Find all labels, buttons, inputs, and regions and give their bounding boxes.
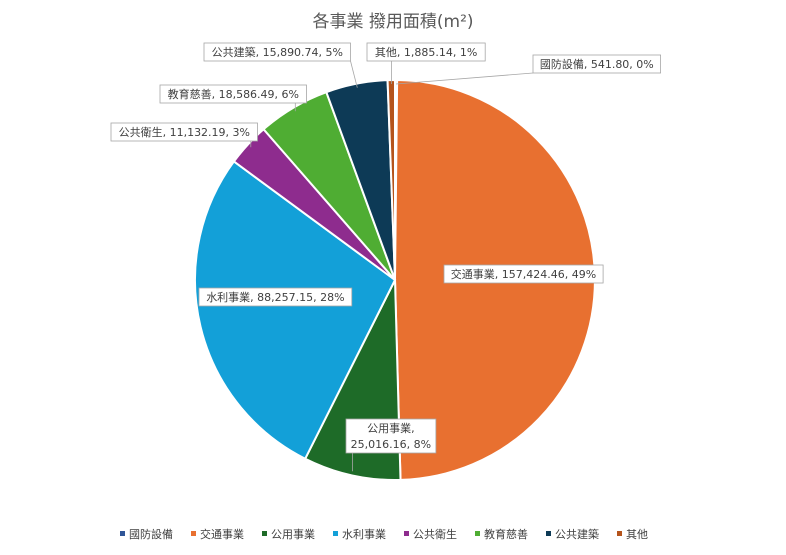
data-label-box-3 — [345, 418, 437, 454]
legend-label-8: 其他 — [626, 528, 648, 541]
legend-label-3: 公用事業 — [271, 528, 315, 541]
data-label-box-6 — [159, 84, 307, 104]
legend-swatch-1 — [120, 531, 125, 536]
legend-swatch-6 — [475, 531, 480, 536]
data-labels: 國防設備, 541.80, 0% 交通事業, 157,424.46, 49% 公用事… — [110, 42, 661, 472]
data-label-box-5 — [110, 122, 258, 142]
legend-label-5: 公共衛生 — [413, 527, 457, 541]
data-label-box-7 — [203, 42, 351, 62]
legend-label-7: 公共建築 — [555, 527, 599, 541]
data-label-2: 交通事業, 157,424.46, 49% — [451, 267, 596, 281]
legend-swatch-5 — [404, 531, 409, 536]
legend-label-4: 水利事業 — [342, 528, 386, 541]
data-label-8: 其他, 1,885.14, 1% — [375, 46, 477, 59]
legend-swatch-7 — [546, 531, 551, 536]
data-label-1: 國防設備, 541.80, 0% — [540, 57, 654, 71]
data-label-3-line2: 25,016.16, 8% — [351, 438, 431, 451]
legend-label-2: 交通事業 — [200, 527, 244, 541]
legend-label-1: 國防設備 — [129, 527, 173, 541]
legend-swatch-3 — [262, 531, 267, 536]
legend-swatch-2 — [191, 531, 196, 536]
legend-swatch-4 — [333, 531, 338, 536]
data-label-box-2 — [443, 264, 604, 284]
legend-label-6: 教育慈善 — [484, 527, 528, 541]
pie-slice-4 — [193, 160, 397, 461]
data-label-3: 公用事業, — [367, 422, 415, 435]
leader-line-1 — [395, 72, 534, 85]
data-label-box-4 — [198, 287, 353, 307]
data-label-4: 水利事業, 88,257.15, 28% — [206, 291, 344, 304]
data-label-6: 教育慈善, 18,586.49, 6% — [168, 87, 299, 101]
legend: 國防設備 交通事業 公用事業 水利事業 公共衛生 教育慈善 公共建築 其他 — [120, 527, 648, 541]
data-label-7: 公共建築, 15,890.74, 5% — [212, 45, 343, 59]
data-label-box-8 — [366, 42, 486, 62]
chart-title: 各事業 撥用面積(m²) — [312, 12, 473, 32]
legend-swatch-8 — [617, 531, 622, 536]
leader-line-7 — [350, 60, 358, 88]
data-label-5: 公共衛生, 11,132.19, 3% — [119, 125, 250, 139]
data-label-box-1 — [532, 54, 661, 74]
